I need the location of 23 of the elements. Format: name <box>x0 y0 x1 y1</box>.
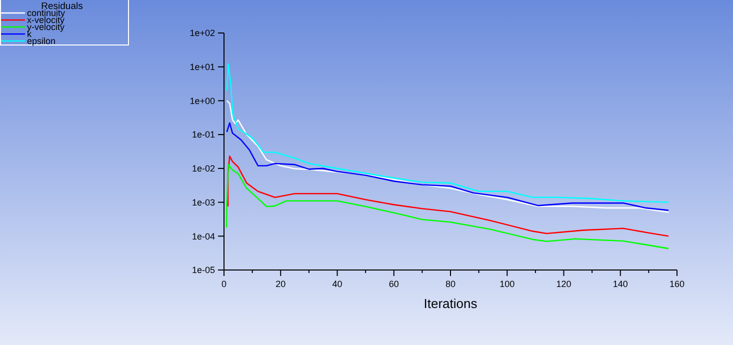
y-tick-label: 1e-02 <box>192 164 215 174</box>
x-tick-label: 0 <box>221 279 227 289</box>
y-tick-label: 1e-05 <box>192 265 215 276</box>
y-tick-label: 1e-01 <box>192 130 215 140</box>
y-tick-label: 1e-03 <box>192 197 215 208</box>
y-tick-label: 1e+01 <box>190 62 215 72</box>
line-series <box>226 100 670 213</box>
x-tick-label: 120 <box>556 279 572 289</box>
x-tick-label: 100 <box>500 279 515 289</box>
x-tick-label: 140 <box>612 279 628 289</box>
x-tick-label: 40 <box>332 279 342 289</box>
line-series <box>226 122 670 211</box>
x-tick-label: 20 <box>276 279 286 289</box>
y-tick-label: 1e-04 <box>192 231 215 242</box>
y-tick-label: 1e+02 <box>190 28 215 38</box>
x-axis-title: Iterations <box>424 296 478 311</box>
x-tick-label: 60 <box>388 279 399 289</box>
x-tick-label: 80 <box>445 279 456 289</box>
x-tick-label: 160 <box>669 279 685 289</box>
line-series <box>227 156 670 237</box>
y-tick-label: 1e+00 <box>190 96 215 106</box>
line-series <box>226 64 670 203</box>
line-series <box>226 164 670 250</box>
